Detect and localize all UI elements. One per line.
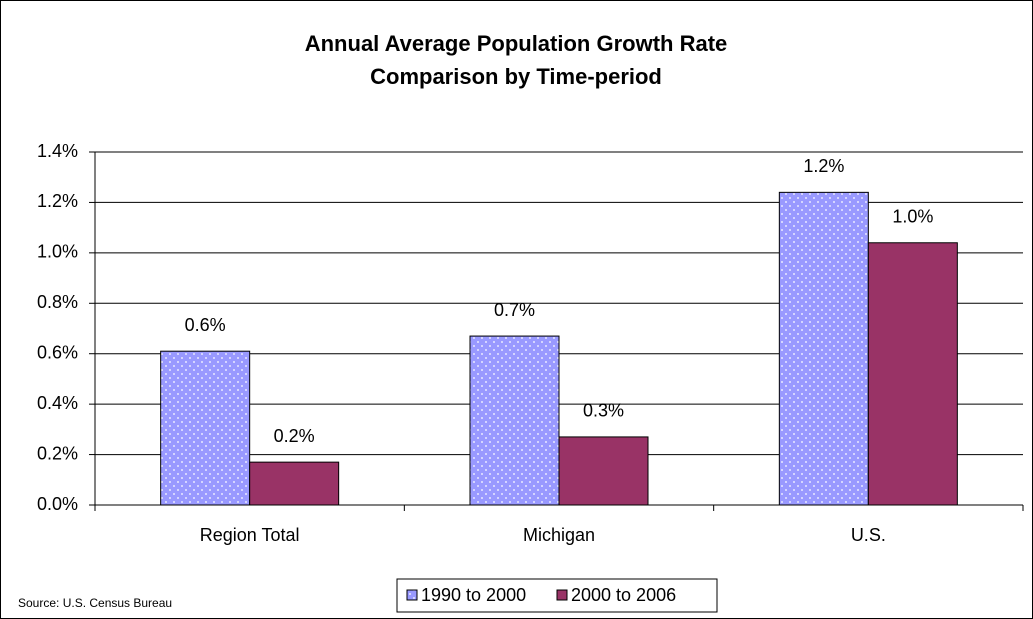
value-label: 0.3% [583,401,624,421]
y-tick-label: 1.0% [37,242,78,262]
x-tick-label: Michigan [523,525,595,545]
bar [778,191,869,506]
x-tick-label: U.S. [851,525,886,545]
value-label: 0.2% [274,426,315,446]
value-label: 1.2% [803,156,844,176]
legend-box [396,578,718,613]
y-tick-label: 0.6% [37,342,78,362]
y-tick-label: 0.0% [37,494,78,514]
x-tick-label: Region Total [200,525,300,545]
value-label: 1.0% [892,207,933,227]
y-tick-label: 1.4% [37,141,78,161]
chart-title: Comparison by Time-period [370,64,662,89]
y-tick-label: 0.8% [37,292,78,312]
source-note: Source: U.S. Census Bureau [18,596,172,610]
y-tick-label: 1.2% [37,191,78,211]
value-label: 0.6% [185,315,226,335]
chart-title: Annual Average Population Growth Rate [305,31,728,56]
bar [160,350,251,506]
legend-swatch [406,589,418,601]
value-label: 0.7% [494,300,535,320]
legend-swatch [556,589,568,601]
legend-label: 2000 to 2006 [571,585,676,605]
y-tick-label: 0.4% [37,393,78,413]
y-tick-label: 0.2% [37,443,78,463]
bar [249,461,340,506]
bar [469,335,560,506]
bar [558,436,649,506]
bar [867,242,958,506]
legend-label: 1990 to 2000 [421,585,526,605]
